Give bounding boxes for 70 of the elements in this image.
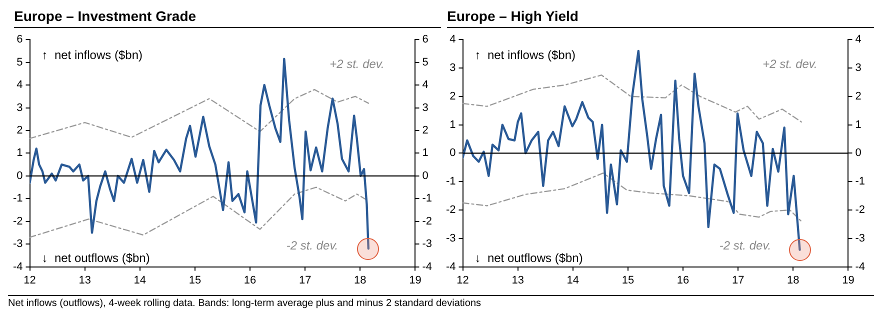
y-tick-label: 4	[16, 79, 23, 92]
y2-tick-label: 6	[422, 34, 428, 46]
y-tick-label: 2	[450, 90, 456, 102]
text: Net inflows (outflows), 4-week rolling data. Bands: long-term average plus and minus 2 standard deviations	[8, 295, 874, 309]
y-tick-label: -3	[446, 232, 456, 244]
y-tick-label: 0	[16, 170, 23, 182]
y-tick-label: -4	[446, 260, 456, 273]
y2-tick-label: 3	[855, 62, 862, 74]
x-tick-label: 13	[78, 274, 91, 286]
y-tick-label: -1	[446, 176, 456, 188]
annotation: +2 st. dev.	[330, 56, 384, 71]
y2-tick-label: -2	[422, 215, 432, 228]
x-tick-label: 19	[842, 274, 854, 286]
x-tick-label: 13	[512, 274, 524, 286]
y2-tick-label: 0	[855, 147, 862, 160]
chart-title: Europe – Investment Grade	[14, 8, 441, 28]
y2-tick-label: 1	[855, 118, 862, 131]
annotation: -2 st. dev.	[719, 238, 772, 253]
y-tick-label: -3	[13, 238, 23, 250]
x-tick-label: 12	[24, 274, 36, 286]
annotation: +2 st. dev.	[762, 56, 818, 71]
x-tick-label: 16	[244, 274, 256, 286]
y-tick-label: 6	[16, 34, 23, 46]
y-tick-label: 1	[16, 147, 23, 160]
y2-tick-label: 0	[422, 170, 428, 182]
y-tick-label: 3	[450, 62, 456, 74]
y2-tick-label: -4	[855, 260, 865, 273]
x-tick-label: 17	[732, 274, 744, 286]
x-tick-label: 14	[566, 274, 580, 286]
y2-tick-label: 5	[422, 56, 428, 68]
y-tick-label: 5	[16, 56, 23, 68]
y2-tick-label: -3	[855, 232, 865, 244]
x-tick-label: 12	[456, 274, 469, 286]
annotation: ↓ net outflows ($bn)	[42, 251, 150, 266]
annotation: ↑ net inflows ($bn)	[474, 48, 576, 62]
y-tick-label: 0	[450, 147, 456, 160]
x-tick-label: 15	[622, 274, 634, 286]
y-tick-label: -2	[13, 215, 23, 228]
y2-tick-label: -4	[422, 260, 432, 273]
line-series	[462, 172, 802, 222]
y-tick-label: -4	[13, 260, 23, 273]
x-tick-label: 17	[298, 274, 312, 286]
annotation: ↓ net outflows ($bn)	[474, 251, 583, 266]
y-tick-label: 1	[450, 118, 456, 131]
y2-tick-label: 3	[422, 102, 428, 114]
y2-tick-label: 1	[422, 147, 428, 160]
x-tick-label: 18	[354, 274, 366, 286]
line-series	[462, 74, 802, 123]
chart-title: Europe – High Yield	[447, 8, 874, 28]
y-tick-label: -2	[446, 204, 456, 216]
x-tick-label: 14	[134, 274, 146, 286]
y-tick-label: 3	[16, 102, 23, 114]
line-series	[30, 88, 370, 140]
y2-tick-label: -1	[855, 176, 865, 188]
x-tick-label: 16	[676, 274, 690, 286]
y2-tick-label: -1	[422, 192, 432, 205]
x-tick-label: 18	[787, 274, 800, 286]
x-tick-label: 19	[409, 274, 422, 286]
annotation: ↑ net inflows ($bn)	[42, 48, 142, 62]
y2-tick-label: -3	[422, 238, 432, 250]
y2-tick-label: 2	[855, 90, 862, 102]
x-tick-label: 15	[188, 274, 202, 286]
y-tick-label: -1	[13, 192, 23, 205]
y2-tick-label: 4	[422, 79, 428, 92]
y-tick-label: 4	[450, 34, 456, 46]
y2-tick-label: 2	[422, 124, 428, 137]
y-tick-label: 2	[16, 124, 23, 137]
y2-tick-label: 4	[855, 34, 862, 46]
y2-tick-label: -2	[855, 204, 865, 216]
annotation: -2 st. dev.	[286, 238, 338, 253]
